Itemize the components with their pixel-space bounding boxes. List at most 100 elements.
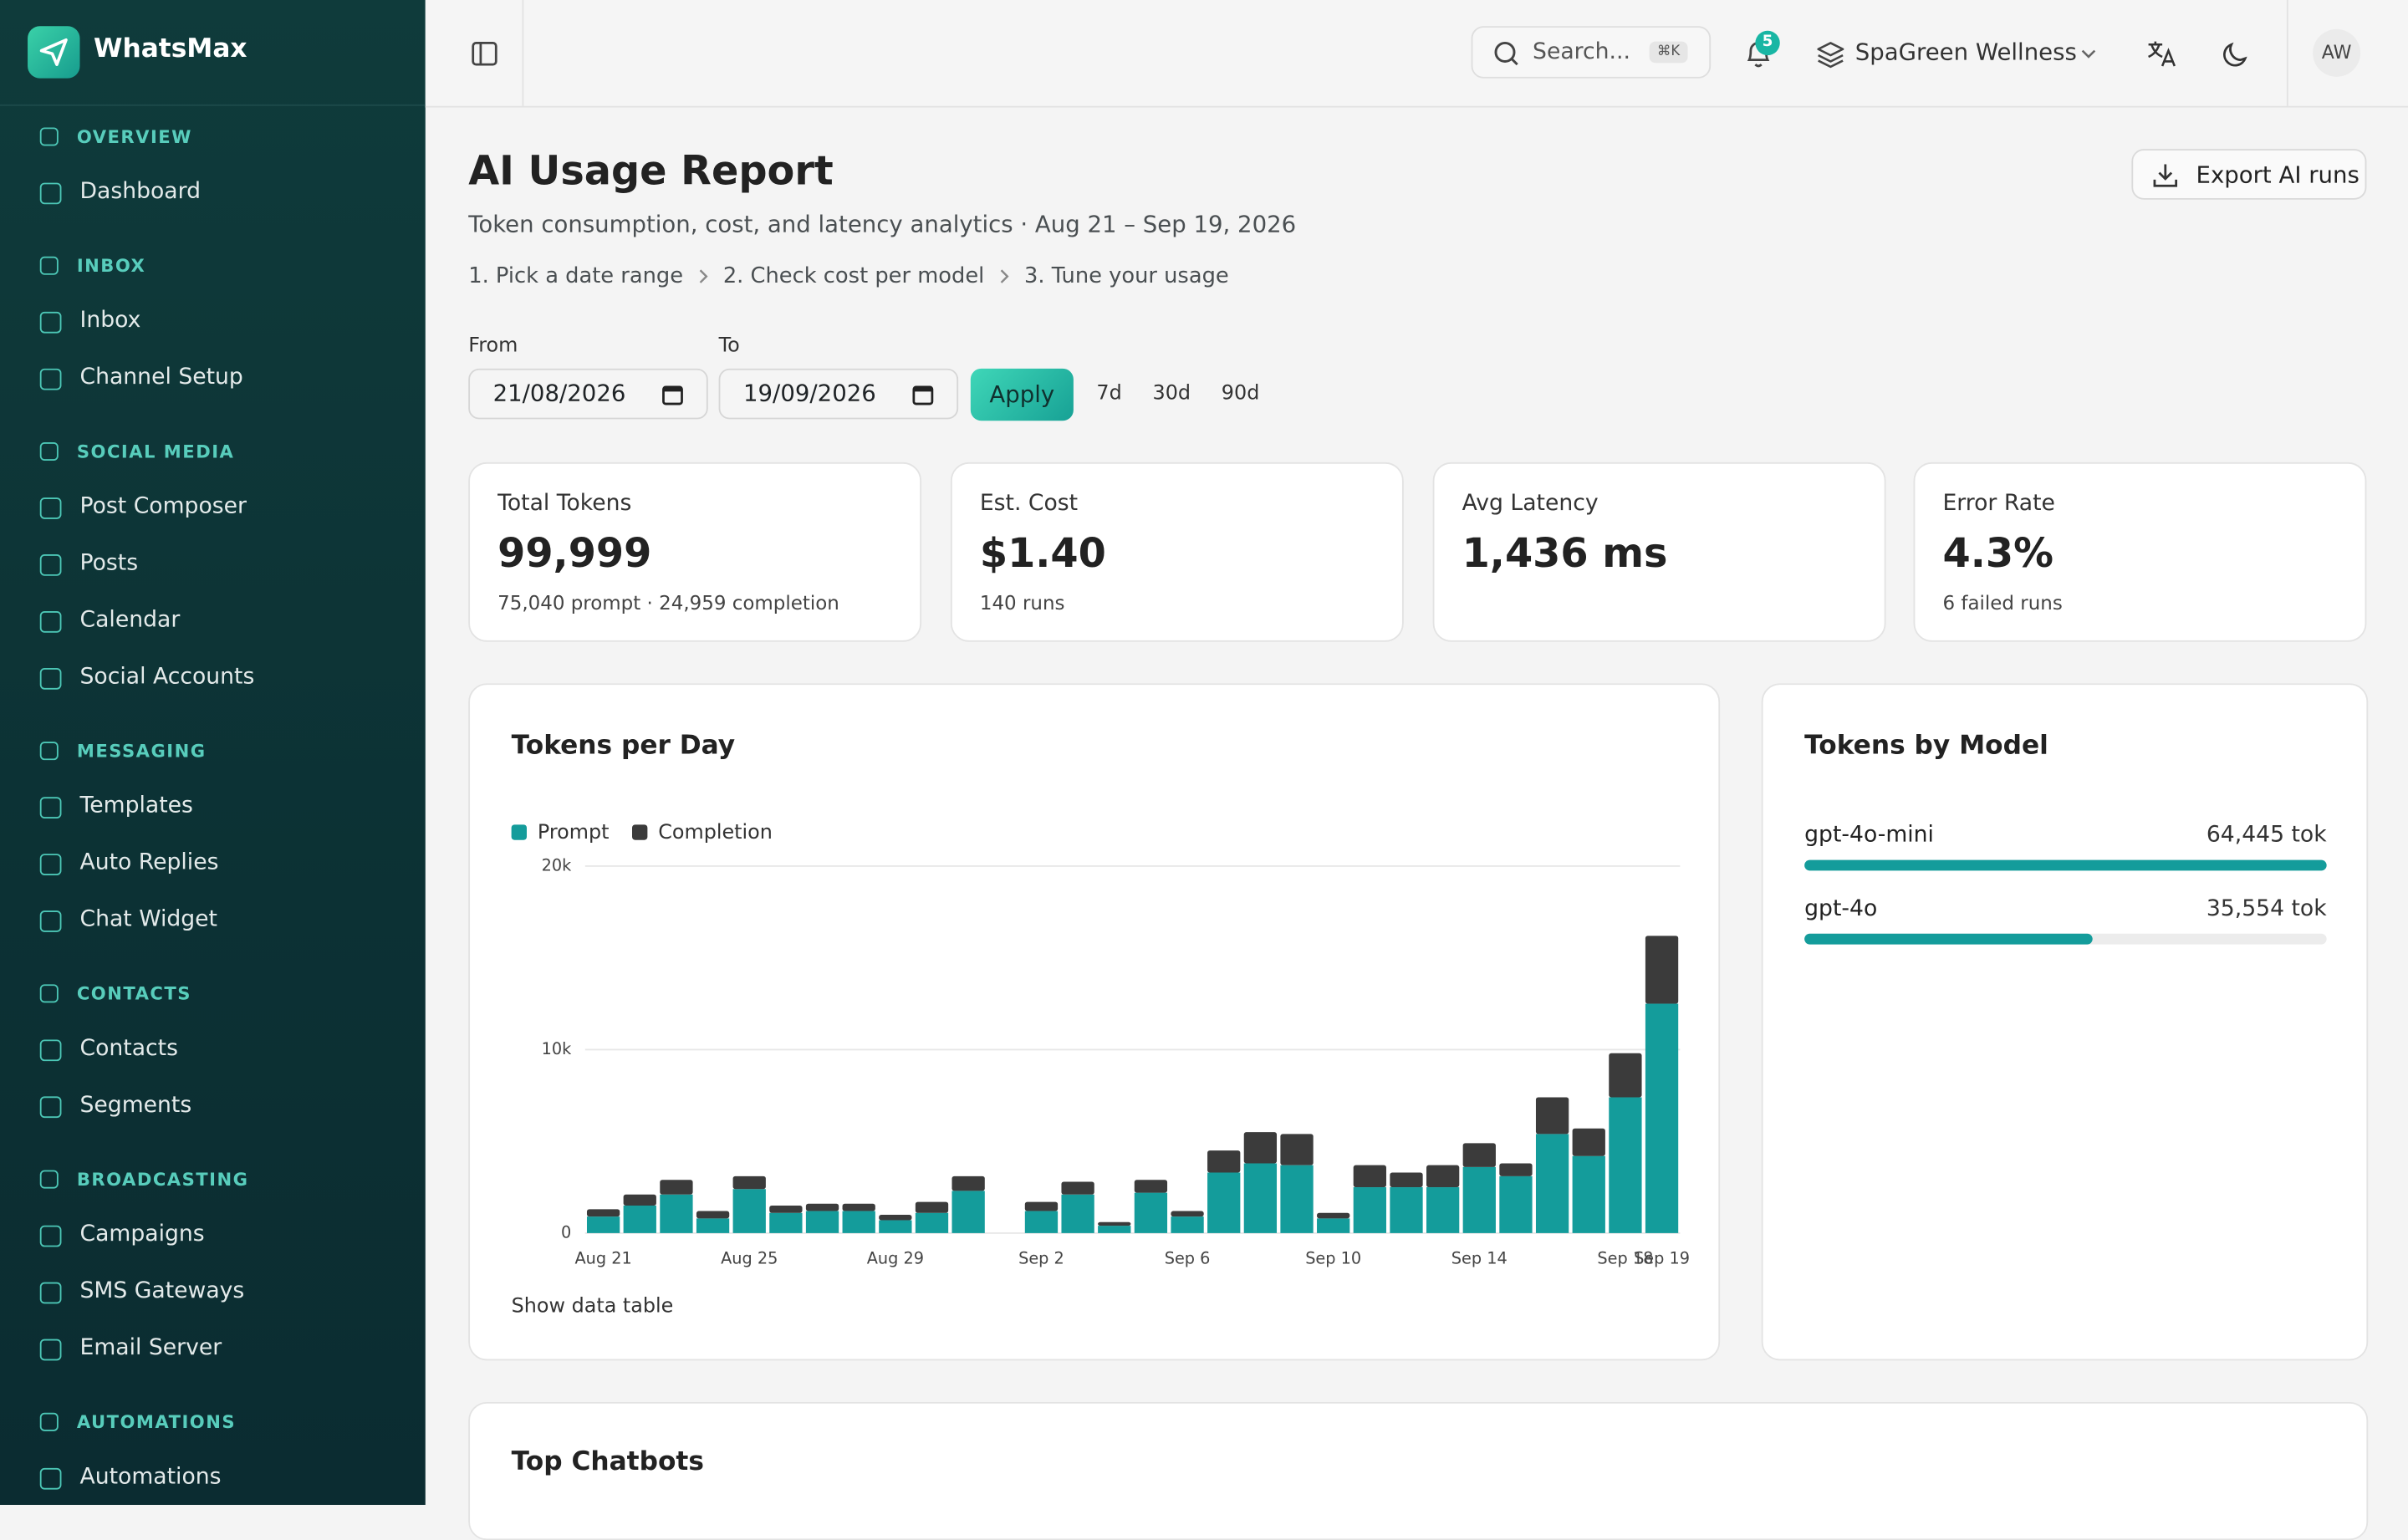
nav-icon xyxy=(39,796,62,818)
preset-button[interactable]: 30d xyxy=(1152,382,1191,405)
x-tick-label: Sep 18 xyxy=(1597,1249,1653,1268)
bar-segment xyxy=(1317,1212,1350,1219)
section-icon xyxy=(39,1412,59,1431)
bar-segment xyxy=(1462,1166,1496,1233)
nav-item[interactable]: Channel Setup xyxy=(0,350,426,407)
model-name: gpt-4o xyxy=(1804,895,1877,921)
apply-button[interactable]: Apply xyxy=(970,368,1074,421)
sidebar-toggle[interactable] xyxy=(470,38,501,69)
divider xyxy=(2286,0,2288,106)
stat-label: Error Rate xyxy=(1942,491,2055,517)
theme-icon[interactable] xyxy=(2221,38,2252,69)
chevron xyxy=(2081,49,2096,59)
nav-item[interactable]: Calendar xyxy=(0,593,426,650)
steps: 1. Pick a date range 2. Check cost per mo… xyxy=(468,264,1229,288)
nav-label: Campaigns xyxy=(79,1222,205,1247)
section-title: SOCIAL MEDIA xyxy=(76,441,235,462)
nav-icon xyxy=(39,1467,62,1489)
bar-segment xyxy=(1134,1192,1168,1233)
bar-segment xyxy=(879,1220,912,1233)
nav-icon xyxy=(39,553,62,575)
step-chevron xyxy=(1000,269,1009,283)
section-title: CONTACTS xyxy=(76,982,191,1005)
logo-icon xyxy=(39,38,68,66)
workspace[interactable]: SpaGreen Wellness xyxy=(1854,38,2077,66)
nav-item[interactable]: Auto Replies xyxy=(0,835,426,892)
bar-segment xyxy=(660,1180,693,1195)
model-bar xyxy=(1804,933,2093,945)
to-input[interactable]: 19/09/2026 xyxy=(718,368,959,420)
bar-segment xyxy=(1609,1097,1642,1233)
nav-icon xyxy=(39,1038,62,1061)
to-value: 19/09/2026 xyxy=(742,379,876,407)
nav-icon xyxy=(39,181,62,204)
preset-button[interactable]: 7d xyxy=(1096,382,1122,405)
chatbots-card: Top Chatbots xyxy=(468,1401,2369,1540)
nav-label: Templates xyxy=(79,793,193,818)
from-input[interactable]: 21/08/2026 xyxy=(468,368,708,420)
bar-segment xyxy=(1243,1132,1278,1164)
nav-label: Auto Replies xyxy=(79,850,219,875)
nav-item[interactable]: Campaigns xyxy=(0,1207,426,1264)
nav-item[interactable]: Email Server xyxy=(0,1321,426,1378)
nav-item[interactable]: Contacts xyxy=(0,1021,426,1078)
nav-item[interactable]: Dashboard xyxy=(0,165,426,222)
brand: WhatsMax xyxy=(94,33,247,65)
nav-label: Email Server xyxy=(79,1335,222,1361)
nav-item[interactable]: Automations xyxy=(0,1450,426,1507)
preset-button[interactable]: 90d xyxy=(1221,382,1260,405)
bar-segment xyxy=(732,1189,766,1233)
x-tick-label: Aug 29 xyxy=(867,1249,924,1268)
bar-segment xyxy=(1535,1134,1569,1233)
avatar[interactable]: AW xyxy=(2313,28,2361,77)
page-title: AI Usage Report xyxy=(468,149,834,196)
search[interactable]: Search... ⌘K xyxy=(1471,26,1712,79)
stat-card: Est. Cost $1.40 140 runs xyxy=(950,461,1404,642)
bar-segment xyxy=(1572,1155,1605,1233)
chatbots-title: Top Chatbots xyxy=(511,1446,704,1477)
nav-item[interactable]: Post Composer xyxy=(0,479,426,536)
nav-icon xyxy=(39,310,62,333)
y-tick-label: 0 xyxy=(561,1222,571,1242)
nav-label: Chat Widget xyxy=(79,907,218,932)
section-heading: SOCIAL MEDIA xyxy=(0,424,426,479)
stat-label: Total Tokens xyxy=(497,491,632,517)
nav-item[interactable]: Templates xyxy=(0,778,426,835)
nav-item[interactable]: Segments xyxy=(0,1078,426,1135)
export-button[interactable]: Export AI runs xyxy=(2131,149,2367,200)
section-gap xyxy=(0,407,426,424)
nav-item[interactable]: SMS Gateways xyxy=(0,1264,426,1321)
bar-segment xyxy=(696,1211,730,1219)
bar-segment xyxy=(769,1212,803,1233)
nav-item[interactable]: Chat Widget xyxy=(0,892,426,949)
bar-segment xyxy=(879,1214,912,1221)
section-icon xyxy=(39,742,59,761)
language-icon[interactable] xyxy=(2145,37,2179,70)
nav-item[interactable]: Social Accounts xyxy=(0,650,426,706)
nav-item[interactable]: Inbox xyxy=(0,293,426,350)
bar-segment xyxy=(1024,1201,1059,1211)
nav-label: Inbox xyxy=(79,309,141,334)
section-title: BROADCASTING xyxy=(76,1168,249,1191)
bar-segment xyxy=(1280,1134,1314,1165)
section-icon xyxy=(39,256,59,275)
section-gap xyxy=(0,221,426,237)
bar-segment xyxy=(1207,1172,1241,1233)
bar-segment xyxy=(1426,1187,1460,1233)
stat-value: 4.3% xyxy=(1942,531,2053,578)
bar-segment xyxy=(1390,1187,1423,1233)
nav-icon xyxy=(39,1281,62,1303)
to-label: To xyxy=(718,334,740,358)
notification-badge: 5 xyxy=(1755,30,1780,56)
section-icon xyxy=(39,127,59,146)
table-link[interactable]: Show data table xyxy=(512,1294,674,1318)
x-tick-label: Sep 19 xyxy=(1634,1249,1690,1268)
section-heading: OVERVIEW xyxy=(0,109,426,164)
workspace-icon xyxy=(1817,42,1844,69)
chart: Tokens per Day Show data table 0 10k 20k Pr… xyxy=(511,731,1690,1318)
nav-icon xyxy=(39,1338,62,1360)
nav-label: Automations xyxy=(79,1465,222,1490)
bar-segment xyxy=(1535,1097,1569,1135)
nav-item[interactable]: Posts xyxy=(0,536,426,593)
